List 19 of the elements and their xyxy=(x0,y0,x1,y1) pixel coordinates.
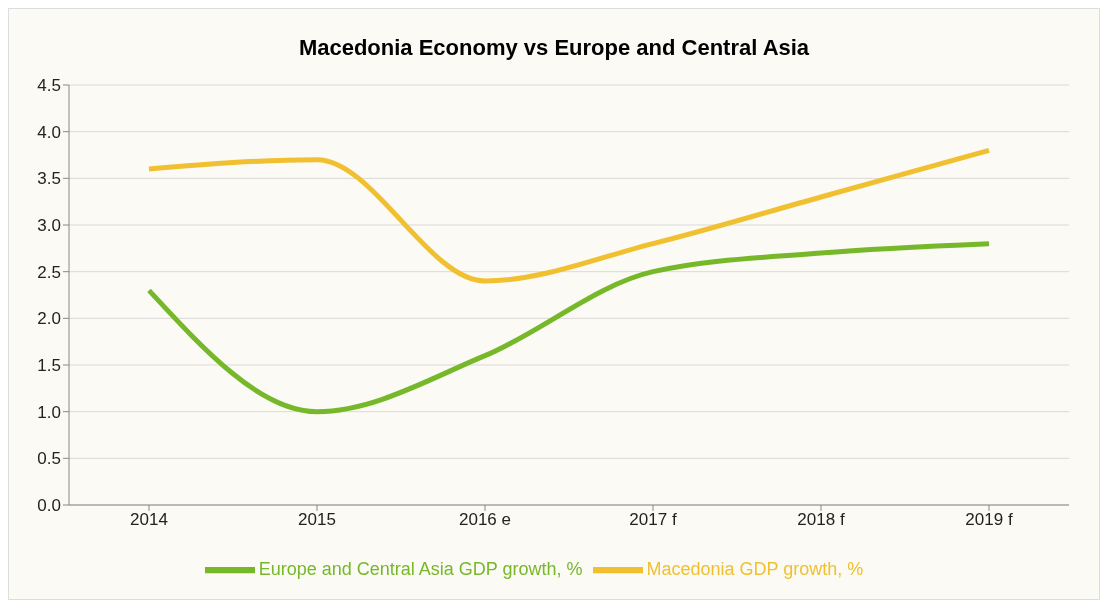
legend-label: Macedonia GDP growth, % xyxy=(646,558,864,579)
y-tick-label: 3.0 xyxy=(37,216,61,236)
x-tick-label: 2014 xyxy=(130,510,168,530)
y-tick-label: 1.5 xyxy=(37,356,61,376)
y-tick-label: 4.5 xyxy=(37,76,61,96)
y-tick-label: 0.5 xyxy=(37,449,61,469)
y-tick-label: 3.5 xyxy=(37,169,61,189)
y-tick-label: 1.0 xyxy=(37,402,61,422)
x-tick-label: 2018 f xyxy=(797,510,845,530)
y-tick-label: 2.5 xyxy=(37,262,61,282)
chart-title: Macedonia Economy vs Europe and Central Asia xyxy=(297,34,811,62)
y-tick-label: 2.0 xyxy=(37,309,61,329)
x-tick-label: 2019 f xyxy=(965,510,1013,530)
legend-label: Europe and Central Asia GDP growth, % xyxy=(258,558,583,579)
x-tick-label: 2017 f xyxy=(629,510,677,530)
y-tick-label: 4.0 xyxy=(37,122,61,142)
y-tick-label: 0.0 xyxy=(37,496,61,516)
x-tick-label: 2015 xyxy=(298,510,336,530)
x-tick-label: 2016 e xyxy=(459,510,511,530)
